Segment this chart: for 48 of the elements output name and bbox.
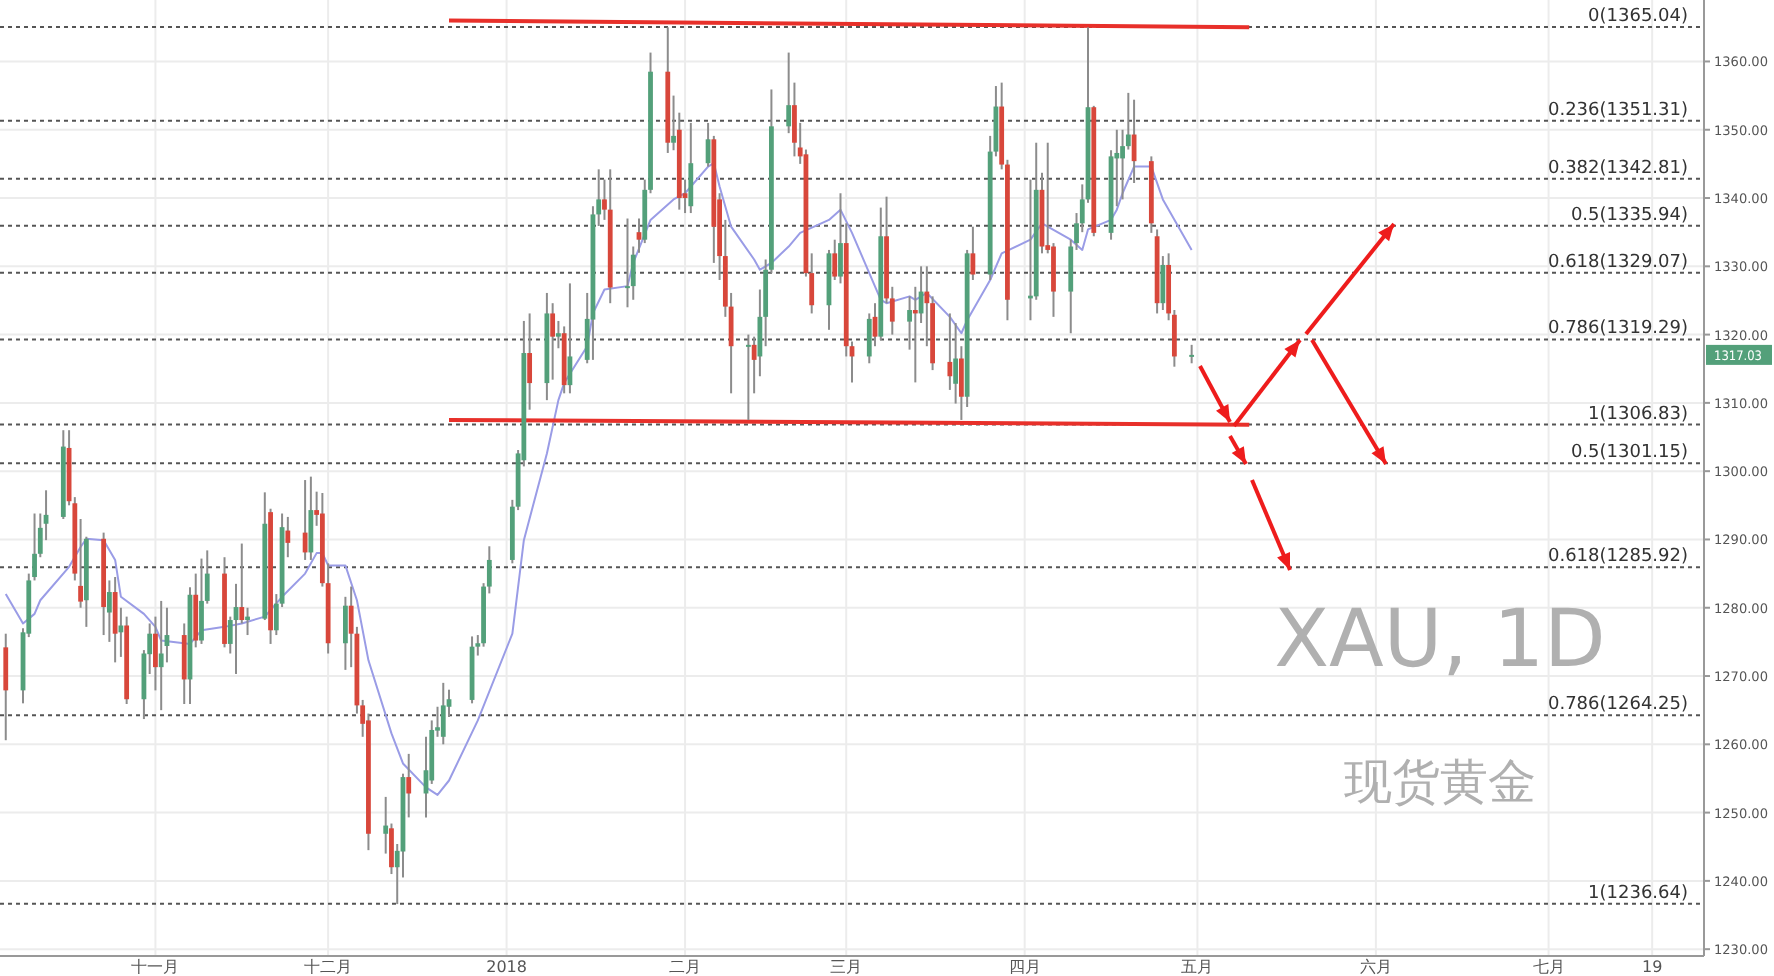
x-tick-label: 二月 <box>669 958 702 976</box>
candlestick <box>112 576 118 664</box>
ref-line-label: 0.618(1329.07) <box>1547 252 1688 273</box>
ref-line-label: 0.236(1351.31) <box>1547 100 1688 121</box>
candlestick <box>947 312 953 391</box>
candlestick <box>406 752 412 819</box>
x-tick-label: 五月 <box>1181 958 1214 976</box>
candlestick <box>3 632 9 742</box>
x-tick-label: 六月 <box>1359 958 1392 976</box>
candlestick <box>308 475 314 561</box>
x-tick-label: 2018 <box>486 958 527 976</box>
ref-line-label: 0.382(1342.81) <box>1547 158 1688 179</box>
candlestick <box>440 681 446 746</box>
ref-line-label: 1(1236.64) <box>1588 883 1688 904</box>
x-tick-label: 19 <box>1642 958 1663 976</box>
candlestick <box>199 557 204 645</box>
ref-line-label: 0.5(1301.15) <box>1570 443 1688 464</box>
candlestick <box>181 622 187 706</box>
ref-line-label: 0.786(1319.29) <box>1547 319 1688 340</box>
candlestick <box>285 515 291 559</box>
ref-line-label: 0.618(1285.92) <box>1547 547 1688 568</box>
candlestick <box>118 606 124 658</box>
candlestick <box>1189 343 1195 365</box>
x-tick-label: 三月 <box>830 958 863 976</box>
candlestick <box>912 285 918 384</box>
ref-line-label: 1(1306.83) <box>1588 404 1688 425</box>
ref-line-label: 0.5(1335.94) <box>1570 205 1688 226</box>
x-tick-label: 十一月 <box>131 958 180 976</box>
line-series <box>4 162 1193 796</box>
x-tick-label: 十二月 <box>304 958 353 976</box>
candlestick <box>970 225 976 281</box>
ref-line-label: 0(1365.04) <box>1588 7 1688 28</box>
candlestick <box>838 192 843 285</box>
ref-line-label: 0.786(1264.25) <box>1547 695 1688 716</box>
text: 现货黄金 <box>1344 754 1536 810</box>
candlestick <box>688 121 694 215</box>
candlestick <box>158 599 164 712</box>
candlestick <box>527 312 533 411</box>
x-tick-label: 四月 <box>1008 958 1041 976</box>
candlestick <box>245 606 250 637</box>
text: XAU, 1D <box>1274 594 1606 686</box>
candlestick <box>550 302 556 381</box>
candlestick <box>302 479 308 561</box>
candlestick <box>343 595 348 671</box>
candlestick <box>745 333 751 421</box>
candlestick <box>625 217 630 309</box>
candlestick <box>1160 255 1166 312</box>
x-tick-label: 七月 <box>1532 958 1565 976</box>
